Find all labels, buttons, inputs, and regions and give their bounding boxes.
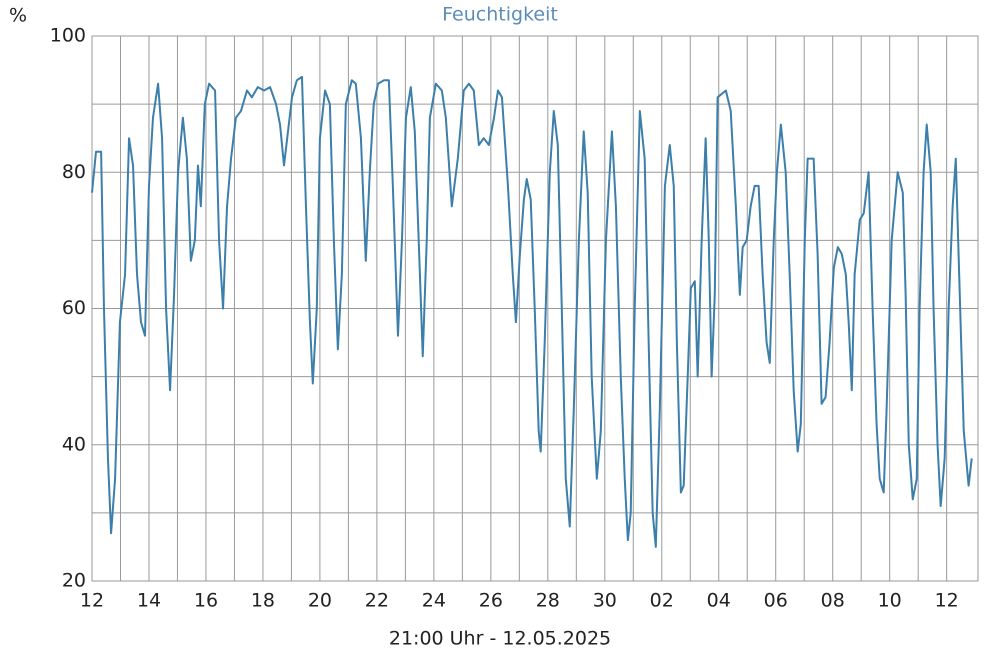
y-tick-label: 100 <box>50 25 86 47</box>
x-tick-label: 12 <box>935 590 959 612</box>
x-tick-label: 02 <box>650 590 674 612</box>
plot-border <box>91 35 979 582</box>
x-tick-label: 12 <box>80 590 104 612</box>
x-tick-label: 20 <box>308 590 332 612</box>
x-tick-label: 22 <box>365 590 389 612</box>
y-axis-label: % <box>9 5 27 27</box>
x-tick-label: 14 <box>137 590 161 612</box>
x-tick-label: 26 <box>479 590 503 612</box>
x-tick-label: 18 <box>251 590 275 612</box>
y-tick-label: 20 <box>62 570 86 592</box>
chart-title: Feuchtigkeit <box>442 4 558 26</box>
x-tick-label: 10 <box>878 590 902 612</box>
y-tick-label: 40 <box>62 433 86 455</box>
x-tick-label: 24 <box>422 590 446 612</box>
x-tick-label: 16 <box>194 590 218 612</box>
y-tick-label: 80 <box>62 161 86 183</box>
y-tick-label: 60 <box>62 297 86 319</box>
x-tick-label: 04 <box>707 590 731 612</box>
x-tick-label: 06 <box>764 590 788 612</box>
x-tick-label: 30 <box>593 590 617 612</box>
x-tick-label: 28 <box>536 590 560 612</box>
x-tick-label: 08 <box>821 590 845 612</box>
x-axis-label: 21:00 Uhr - 12.05.2025 <box>389 628 611 650</box>
data-line <box>91 75 973 548</box>
